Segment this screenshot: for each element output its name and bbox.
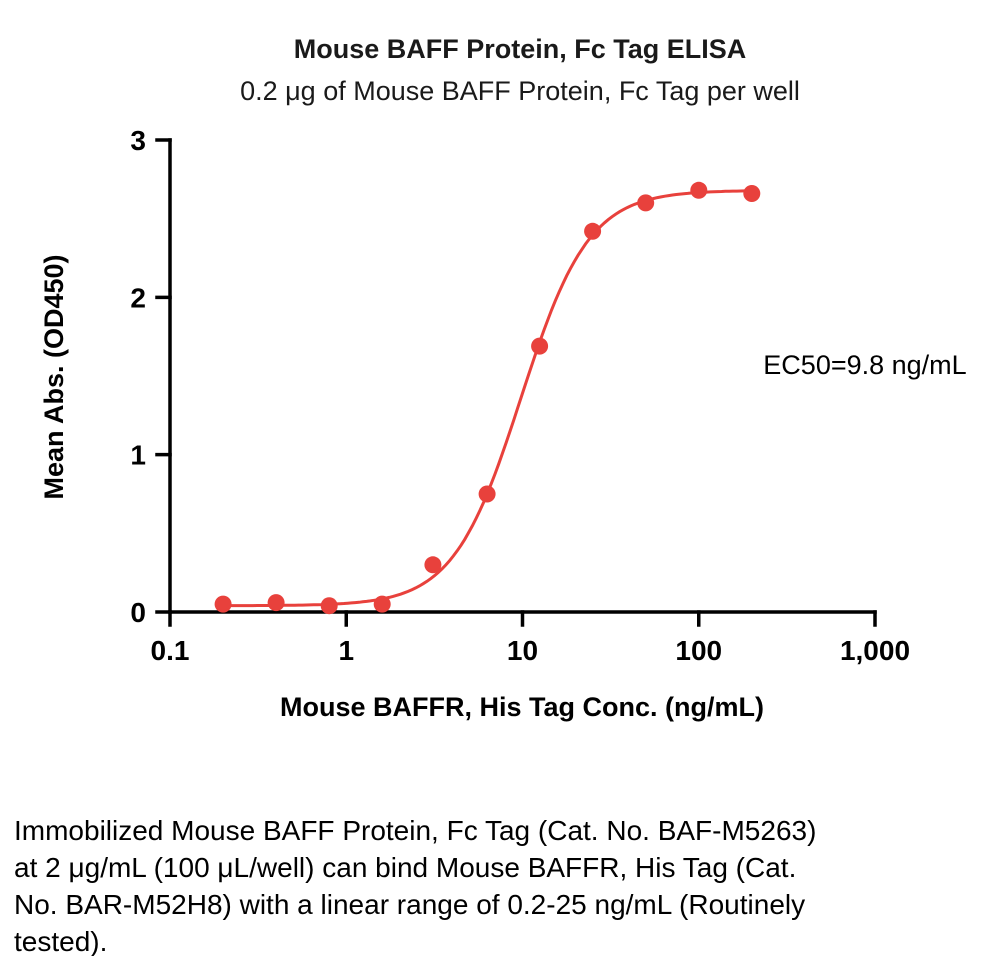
data-point [690, 181, 708, 199]
dose-response-plot: 0.1 1 10 100 1,000 0 1 2 3 [130, 125, 910, 666]
caption-line: No. BAR-M52H8) with a linear range of 0.… [14, 889, 806, 920]
caption-line: tested). [14, 926, 108, 956]
figure-caption: Immobilized Mouse BAFF Protein, Fc Tag (… [14, 812, 974, 956]
data-point [531, 337, 549, 355]
x-tick-label: 1,000 [840, 635, 910, 666]
data-point [214, 595, 232, 613]
data-point [373, 595, 391, 613]
data-point [637, 194, 655, 212]
data-point [267, 594, 285, 612]
chart-title: Mouse BAFF Protein, Fc Tag ELISA [293, 34, 747, 64]
data-point [584, 222, 602, 240]
data-point [743, 185, 761, 202]
caption-line: Immobilized Mouse BAFF Protein, Fc Tag (… [14, 815, 817, 846]
fit-curve [223, 189, 752, 608]
data-point [320, 597, 338, 615]
data-point [424, 556, 442, 574]
y-tick-label: 2 [130, 282, 146, 313]
x-tick-label: 100 [675, 635, 722, 666]
x-tick-label: 1 [338, 635, 354, 666]
data-point [478, 485, 496, 503]
y-tick-label: 0 [130, 597, 146, 628]
y-tick-label: 1 [130, 440, 146, 471]
x-tick-label: 0.1 [151, 635, 190, 666]
ec50-annotation: EC50=9.8 ng/mL [763, 350, 967, 380]
y-tick-label: 3 [130, 125, 146, 156]
caption-line: at 2 μg/mL (100 μL/well) can bind Mouse … [14, 852, 797, 883]
x-axis-label: Mouse BAFFR, His Tag Conc. (ng/mL) [280, 692, 764, 722]
chart-subtitle: 0.2 μg of Mouse BAFF Protein, Fc Tag per… [240, 76, 800, 106]
x-tick-label: 10 [507, 635, 538, 666]
